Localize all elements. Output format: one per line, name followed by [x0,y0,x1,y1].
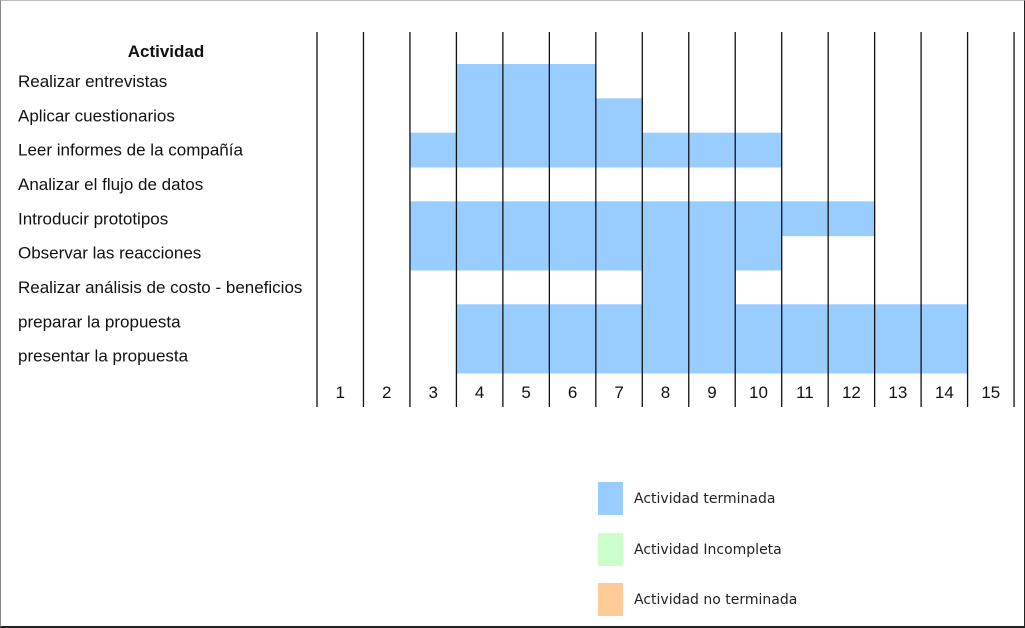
task-bar-cell [828,338,876,374]
period-tick-label: 7 [614,383,623,402]
period-tick-label: 12 [842,383,861,402]
task-bar-cell [456,304,504,340]
task-bar-cell [642,304,690,340]
task-bar-cell [642,132,690,168]
task-bar-cell [828,304,876,340]
task-label: Leer informes de la compañía [18,141,243,160]
task-bar-cell [688,132,736,168]
legend-item-incompleta: Actividad Incompleta [598,533,782,566]
task-bar-cell [595,304,643,340]
period-tick-label: 1 [336,383,345,402]
task-bar-cell [502,64,550,99]
task-bar-cell [409,132,457,168]
task-bar-cell [549,132,597,168]
task-bar-cell [735,201,783,237]
legend-label: Actividad no terminada [634,591,798,608]
task-bar-cell [595,235,643,271]
period-tick-label: 2 [382,383,391,402]
legend-swatch-orange [598,583,623,616]
period-tick-label: 14 [935,383,954,402]
task-bar-cell [549,235,597,271]
task-bar-cell [781,304,829,340]
period-tick-label: 9 [707,383,716,402]
task-bar-cell [502,235,550,271]
task-bar-cell [874,338,922,374]
period-tick-label: 8 [661,383,670,402]
period-tick-label: 3 [428,383,437,402]
task-bar-cell [595,338,643,374]
legend-swatch-green [598,533,623,566]
task-bar-cell [502,98,550,134]
period-tick-label: 6 [568,383,577,402]
legend-label: Actividad terminada [634,490,776,507]
period-tick-label: 11 [796,383,814,402]
task-bar-cell [688,269,736,305]
task-bar-cell [688,304,736,340]
period-tick-label: 15 [981,383,1000,402]
task-bar-cell [688,338,736,374]
task-bar-cell [595,132,643,168]
task-bar-cell [549,98,597,134]
task-bar-cell [502,132,550,168]
task-label: preparar la propuesta [18,312,181,331]
task-bar-cell [595,201,643,237]
legend-item-no-terminada: Actividad no terminada [598,583,797,616]
task-bar-cell [921,338,969,374]
task-label: Realizar análisis de costo - beneficios [18,278,302,297]
task-label: Introducir prototipos [18,209,168,228]
task-bar-cell [549,201,597,237]
task-bar-cell [828,201,876,237]
task-bar-cell [874,304,922,340]
task-bar-cell [735,132,783,168]
task-bar-cell [688,201,736,237]
task-bar-cell [595,98,643,134]
gantt-chart: Actividad Realizar entrevistas Aplicar cu… [18,32,1015,407]
task-label: Aplicar cuestionarios [18,106,175,125]
legend-swatch-blue [598,482,623,515]
task-bar-cell [456,98,504,134]
period-tick-label: 13 [888,383,907,402]
task-bar-cell [642,338,690,374]
task-bar-cell [735,338,783,374]
task-bar-cell [549,338,597,374]
task-bar-cell [921,304,969,340]
task-bar-cell [409,201,457,237]
task-bar-cell [502,201,550,237]
task-bar-cell [642,235,690,271]
task-label: Observar las reacciones [18,244,201,263]
task-bar-cell [456,235,504,271]
task-bar-cell [642,201,690,237]
task-bar-cell [549,64,597,99]
legend-label: Actividad Incompleta [634,541,782,558]
task-bar-cell [456,132,504,168]
task-label: presentar la propuesta [18,347,189,366]
period-tick-label: 5 [521,383,530,402]
task-label: Realizar entrevistas [18,72,167,91]
task-bar-cell [735,235,783,271]
task-bar-cell [781,338,829,374]
task-bar-cell [642,269,690,305]
task-bar-cell [688,235,736,271]
period-tick-label: 4 [475,383,484,402]
task-bar-cell [456,64,504,99]
task-bar-cell [735,304,783,340]
header-actividad: Actividad [128,42,205,61]
task-bar-cell [456,338,504,374]
task-bar-cell [781,201,829,237]
task-bar-cell [409,235,457,271]
task-bar-cell [549,304,597,340]
task-bar-cell [456,201,504,237]
task-label: Analizar el flujo de datos [18,175,203,194]
period-tick-label: 10 [749,383,768,402]
legend-item-terminada: Actividad terminada [598,482,775,515]
task-bar-cell [502,338,550,374]
task-bar-cell [502,304,550,340]
